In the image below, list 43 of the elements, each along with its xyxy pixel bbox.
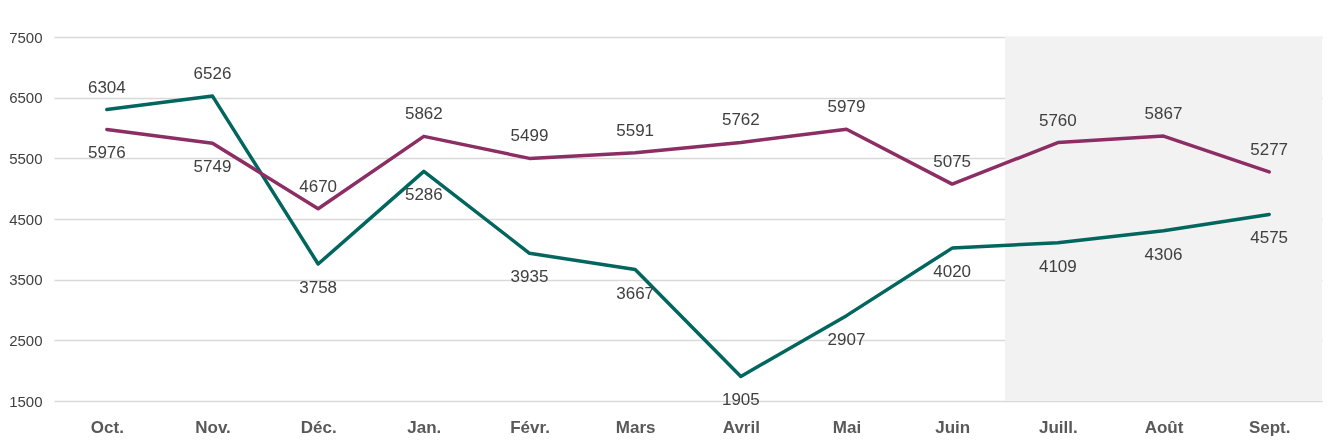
x-tick-label: Oct.: [90, 417, 124, 437]
y-tick-label: 4500: [9, 210, 43, 228]
x-tick-label: Déc.: [300, 417, 337, 437]
data-label: 3935: [510, 267, 549, 287]
y-tick-label: 5500: [9, 149, 43, 167]
x-tick-label: Juill.: [1038, 417, 1078, 437]
data-label: 5277: [1250, 139, 1289, 159]
data-label: 5591: [616, 120, 655, 140]
data-label: 3758: [299, 278, 338, 298]
y-tick-label: 3500: [9, 271, 43, 289]
data-label: 5760: [1038, 110, 1077, 130]
y-tick-label: 2500: [9, 331, 43, 349]
data-label: 5979: [827, 97, 866, 117]
data-label: 2907: [827, 329, 866, 349]
x-tick-label: Mars: [615, 417, 656, 437]
data-label: 5867: [1144, 104, 1183, 124]
x-tick-label: Nov.: [195, 417, 231, 437]
y-tick-label: 7500: [9, 28, 43, 46]
y-tick-label: 1500: [9, 392, 43, 410]
data-label: 4670: [299, 176, 338, 196]
data-label: 4575: [1250, 228, 1289, 248]
data-label: 3667: [616, 283, 655, 303]
data-label: 4020: [933, 262, 972, 282]
x-tick-label: Juin: [935, 417, 971, 437]
x-tick-label: Jan.: [407, 417, 442, 437]
x-tick-label: Févr.: [510, 417, 550, 437]
data-label: 5075: [933, 152, 972, 172]
data-label: 1905: [721, 390, 760, 410]
x-tick-label: Sept.: [1248, 417, 1291, 437]
data-label: 4109: [1038, 256, 1077, 276]
x-tick-label: Mai: [832, 417, 862, 437]
data-label: 5762: [721, 110, 760, 130]
data-label: 5749: [193, 157, 232, 177]
data-label: 6526: [193, 64, 232, 84]
data-label: 5862: [404, 104, 443, 124]
data-label: 5499: [510, 126, 549, 146]
x-tick-label: Août: [1144, 417, 1184, 437]
x-tick-label: Avril: [722, 417, 760, 437]
y-tick-label: 6500: [9, 89, 43, 107]
data-label: 5976: [87, 143, 126, 163]
data-label: 4306: [1144, 244, 1183, 264]
data-label: 6304: [87, 77, 126, 97]
data-label: 5286: [404, 185, 443, 205]
